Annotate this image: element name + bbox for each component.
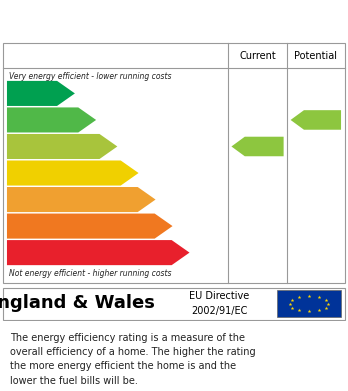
Text: G: G: [178, 246, 188, 259]
Text: (81-91): (81-91): [11, 115, 39, 124]
Text: EU Directive
2002/91/EC: EU Directive 2002/91/EC: [189, 291, 250, 316]
Polygon shape: [7, 81, 75, 106]
Text: A: A: [64, 87, 73, 100]
Polygon shape: [291, 110, 341, 130]
Polygon shape: [7, 108, 96, 133]
Text: Current: Current: [239, 51, 276, 61]
Text: The energy efficiency rating is a measure of the
overall efficiency of a home. T: The energy efficiency rating is a measur…: [10, 332, 256, 386]
Text: (21-38): (21-38): [11, 222, 39, 231]
Polygon shape: [7, 160, 139, 186]
Text: (39-54): (39-54): [11, 195, 39, 204]
Text: (1-20): (1-20): [11, 248, 34, 257]
Text: C: C: [106, 140, 116, 153]
Bar: [277, 291, 341, 317]
Polygon shape: [231, 137, 284, 156]
Text: Potential: Potential: [294, 51, 337, 61]
Text: (69-80): (69-80): [11, 142, 39, 151]
Text: B: B: [85, 113, 95, 126]
Polygon shape: [7, 240, 190, 265]
Text: Very energy efficient - lower running costs: Very energy efficient - lower running co…: [9, 72, 171, 81]
Text: 70: 70: [251, 140, 268, 153]
Text: 79: 79: [309, 113, 326, 126]
Text: D: D: [127, 167, 137, 179]
Polygon shape: [7, 134, 117, 159]
Text: Not energy efficient - higher running costs: Not energy efficient - higher running co…: [9, 269, 171, 278]
Text: (55-68): (55-68): [11, 169, 39, 178]
Text: England & Wales: England & Wales: [0, 294, 155, 312]
Polygon shape: [7, 213, 173, 239]
Text: (92-100): (92-100): [11, 89, 44, 98]
Text: F: F: [162, 220, 171, 233]
Text: Energy Efficiency Rating: Energy Efficiency Rating: [69, 13, 279, 28]
Text: E: E: [145, 193, 153, 206]
Polygon shape: [7, 187, 156, 212]
